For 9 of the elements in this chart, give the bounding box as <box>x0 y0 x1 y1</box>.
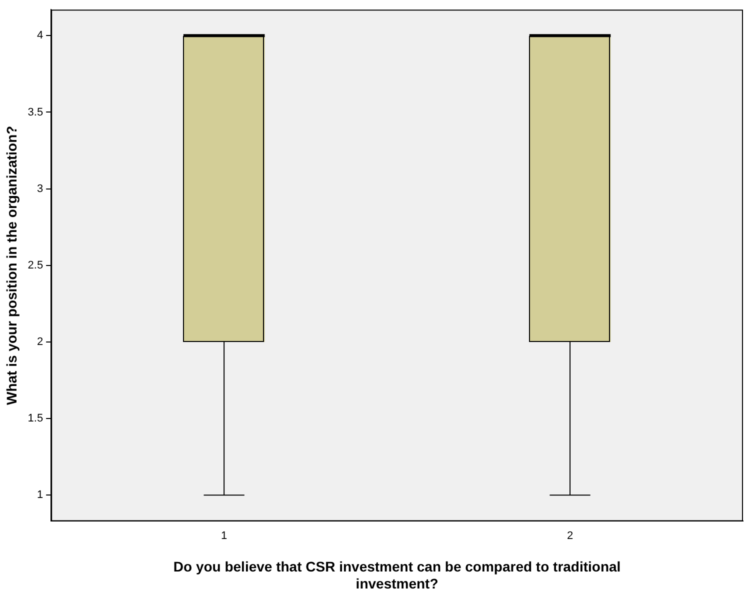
x-axis-title: Do you believe that CSR investment can be compared to traditional investment? <box>173 558 621 592</box>
y-tick-label: 2 <box>36 336 44 348</box>
y-tick-label: 2.5 <box>28 259 44 272</box>
y-axis-title: What is your position in the organization? <box>3 126 20 406</box>
y-tick-label: 1.5 <box>28 412 44 425</box>
y-tick-label: 3.5 <box>28 106 44 118</box>
y-tick-label: 1 <box>36 489 44 502</box>
y-tick-label: 4 <box>36 30 44 42</box>
y-tick-label: 3 <box>36 182 44 195</box>
